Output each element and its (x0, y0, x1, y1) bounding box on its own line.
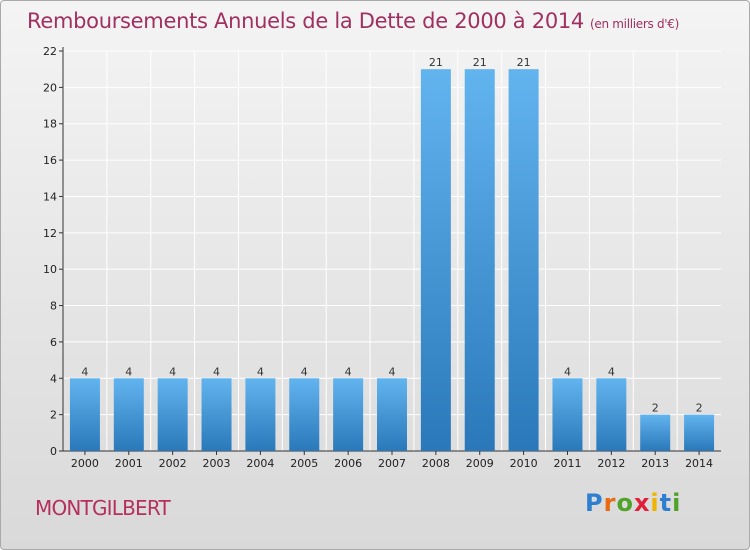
chart-title: Remboursements Annuels de la Dette de 20… (27, 9, 679, 33)
logo-letter: i (650, 489, 660, 517)
logo-letter: x (633, 489, 651, 517)
x-tick-label: 2011 (553, 457, 581, 470)
data-label: 4 (169, 365, 176, 378)
logo-letter: t (659, 489, 673, 517)
proxiti-logo[interactable]: Proxiti (585, 489, 681, 517)
y-tick-label: 2 (50, 409, 57, 422)
bar (684, 414, 715, 451)
bar (245, 378, 276, 451)
data-label: 4 (81, 365, 88, 378)
x-tick-label: 2013 (641, 457, 669, 470)
y-tick-label: 22 (43, 45, 57, 58)
y-tick-label: 6 (50, 336, 57, 349)
data-label: 4 (345, 365, 352, 378)
labels: 2000 4 2001 4 2002 4 2003 4 2004 4 2005 4 2006 4 2007 4… (71, 56, 713, 470)
bar (508, 69, 539, 451)
x-tick-label: 2014 (685, 457, 713, 470)
bars (69, 69, 715, 451)
y-tick-label: 16 (43, 154, 57, 167)
bar (113, 378, 144, 451)
bar (596, 378, 627, 451)
data-label: 4 (608, 365, 615, 378)
bar (289, 378, 320, 451)
bar (69, 378, 100, 451)
data-label: 4 (257, 365, 264, 378)
y-tick-label: 18 (43, 118, 57, 131)
x-tick-label: 2006 (334, 457, 362, 470)
bar (377, 378, 407, 451)
logo-letter: r (603, 489, 617, 517)
data-label: 4 (213, 365, 220, 378)
x-tick-label: 2002 (159, 457, 187, 470)
x-tick-label: 2007 (378, 457, 406, 470)
data-label: 2 (696, 402, 703, 415)
data-label: 21 (473, 56, 487, 69)
data-label: 2 (652, 402, 659, 415)
y-tick-label: 0 (50, 445, 57, 458)
x-tick-label: 2003 (203, 457, 231, 470)
data-label: 4 (564, 365, 571, 378)
logo-letter: o (616, 489, 634, 517)
bar (420, 69, 451, 451)
y-tick-label: 12 (43, 227, 57, 240)
data-label: 4 (125, 365, 132, 378)
x-tick-label: 2008 (422, 457, 450, 470)
x-tick-label: 2005 (290, 457, 318, 470)
bar (552, 378, 583, 451)
data-label: 4 (389, 365, 396, 378)
bar (201, 378, 232, 451)
bar (333, 378, 364, 451)
y-tick-label: 8 (50, 300, 57, 313)
bar (640, 414, 671, 451)
y-tick-label: 14 (43, 190, 57, 203)
data-label: 4 (301, 365, 308, 378)
chart-title-text: Remboursements Annuels de la Dette de 20… (27, 9, 584, 33)
logo-letter: P (585, 489, 604, 517)
x-tick-label: 2009 (466, 457, 494, 470)
y-tick-label: 10 (43, 263, 57, 276)
y-tick-label: 4 (50, 372, 57, 385)
bar (464, 69, 495, 451)
x-tick-label: 2004 (246, 457, 274, 470)
logo-letter: i (672, 489, 682, 517)
bar (157, 378, 188, 451)
data-label: 21 (517, 56, 531, 69)
data-label: 21 (429, 56, 443, 69)
x-tick-label: 2012 (597, 457, 625, 470)
town-name: MONTGILBERT (35, 496, 171, 520)
chart-unit: (en milliers d'€) (590, 17, 680, 31)
y-tick-label: 20 (43, 81, 57, 94)
x-tick-label: 2001 (115, 457, 143, 470)
x-tick-label: 2010 (510, 457, 538, 470)
x-tick-label: 2000 (71, 457, 99, 470)
